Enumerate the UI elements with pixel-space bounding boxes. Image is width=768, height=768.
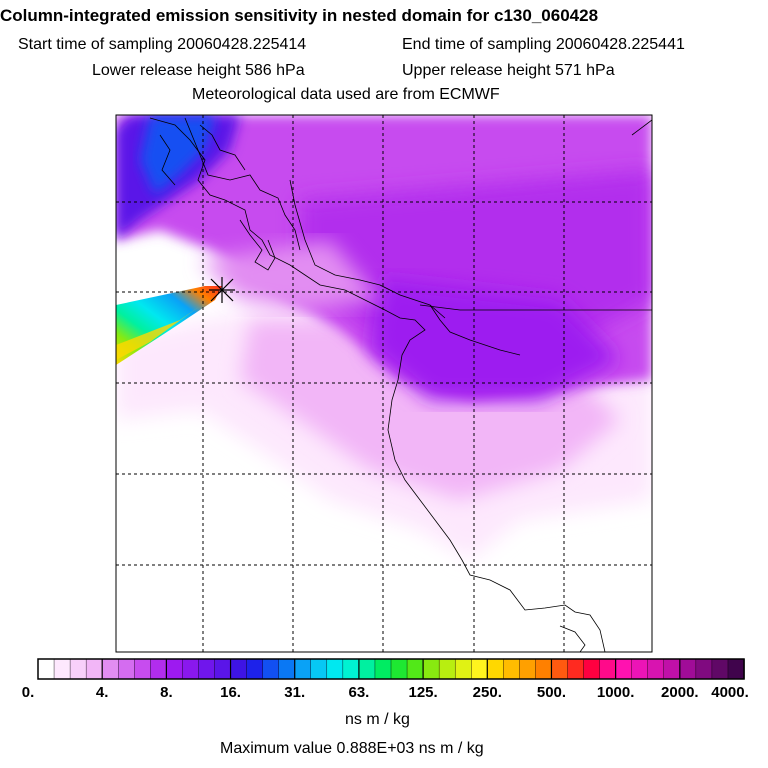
colorbar-cell [358,658,376,680]
colorbar-tick-label: 2000. [661,684,699,701]
colorbar-cell [567,658,585,680]
page-title: Column-integrated emission sensitivity i… [0,6,599,25]
colorbar-tick-label: 4000. [711,684,749,701]
colorbar-cell [390,658,408,680]
colorbar-cell [406,658,424,680]
met-data-label: Meteorological data used are from ECMWF [192,86,500,103]
start-time-label: Start time of sampling 20060428.225414 [18,36,307,53]
colorbar-cell [583,658,601,680]
colorbar-tick-label: 4. [95,684,109,701]
lower-release-label: Lower release height 586 hPa [92,62,305,79]
colorbar-tick-label: 31. [284,684,306,701]
colorbar-cell [118,658,135,680]
colorbar-tick-label: 16. [220,684,241,701]
colorbar-cell [85,658,103,680]
colorbar-cell [37,658,55,680]
colorbar-cell [487,658,505,680]
colorbar-cell [310,658,328,680]
colorbar-cell [454,658,472,680]
colorbar-cell [166,658,184,680]
colorbar-tick-label: 250. [472,684,502,701]
colorbar-cell [294,658,312,680]
colorbar-cell [214,658,232,680]
colorbar-cell [679,658,697,680]
colorbar-tick-label: 8. [160,684,173,701]
colorbar-tick-label: 1000. [596,684,635,701]
colorbar-cell [438,658,456,680]
colorbar-cell [278,658,296,680]
colorbar-tick-label: 125. [408,684,438,701]
colorbar-units: ns m / kg [345,711,410,728]
colorbar-cell [230,658,248,680]
colorbar-cell [599,658,617,680]
colorbar-cell [727,658,745,680]
colorbar-cell [262,658,280,680]
map-frame [115,114,653,653]
colorbar-cell [342,658,360,680]
colorbar-cell [631,658,649,680]
colorbar-cell [246,658,264,680]
colorbar-cell [471,658,488,680]
colorbar-cell [150,658,168,680]
colorbar-cell [519,658,537,680]
colorbar-cell [198,658,216,680]
coastlines [149,117,652,652]
colorbar-cell [711,658,729,680]
colorbar-cell [326,658,344,680]
colorbar-cell [503,658,521,680]
end-time-label: End time of sampling 20060428.225441 [402,36,685,53]
colorbar-cell [615,658,633,680]
colorbar-cell [182,658,200,680]
release-point-marker [209,277,235,303]
lat-lon-grid [116,115,652,652]
colorbar-cell [663,658,681,680]
colorbar-cell [695,658,713,680]
colorbar-tick-label: 63. [348,684,370,701]
upper-release-label: Upper release height 571 hPa [402,62,615,79]
colorbar-cell [53,658,71,680]
max-value-label: Maximum value 0.888E+03 ns m / kg [220,740,484,757]
colorbar-cell [647,658,665,680]
colorbar-tick-label: 0. [21,684,35,701]
colorbar-cell [535,658,553,680]
colorbar-cell [422,658,440,680]
colorbar-cell [374,658,392,680]
colorbar-cell [134,658,152,680]
colorbar-tick-label: 500. [536,684,567,701]
colorbar-cell [551,658,569,680]
colorbar-cell [69,658,87,680]
colorbar-cell [101,658,119,680]
